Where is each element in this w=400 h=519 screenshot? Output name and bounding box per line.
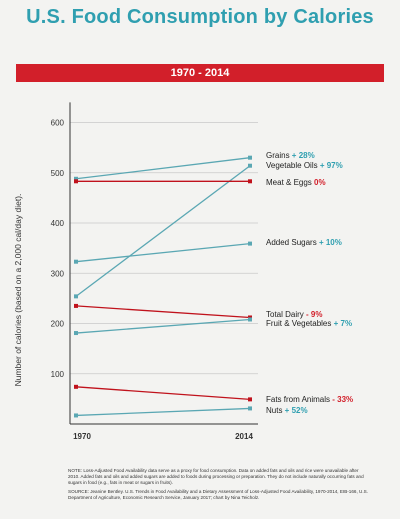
data-point [248, 317, 252, 322]
data-point [74, 303, 78, 308]
series-line [75, 305, 251, 319]
footnotes: NOTE: Loss-Adjusted Food Availability da… [68, 468, 368, 504]
series-name: Fats from Animals [266, 395, 332, 404]
series-name: Meat & Eggs [266, 178, 314, 187]
note-text: NOTE: Loss-Adjusted Food Availability da… [68, 468, 364, 485]
series-label: Meat & Eggs 0% [266, 178, 326, 187]
series-name: Total Dairy [266, 310, 306, 319]
series-line [75, 407, 251, 417]
y-tick-label: 500 [51, 169, 65, 178]
series-label: Vegetable Oils + 97% [266, 161, 343, 170]
data-point [248, 315, 252, 320]
y-tick-label: 200 [51, 320, 65, 329]
series-line [75, 242, 251, 263]
data-point [74, 259, 78, 264]
series-label: Fats from Animals - 33% [266, 395, 353, 404]
series-name: Added Sugars [266, 238, 319, 247]
series-change: 0% [314, 178, 326, 187]
data-point [248, 163, 252, 168]
series-name: Nuts [266, 406, 285, 415]
series-label: Added Sugars + 10% [266, 238, 342, 247]
series-line [75, 386, 251, 401]
series-change: - 9% [306, 310, 322, 319]
series-label: Nuts + 52% [266, 406, 308, 415]
x-tick-label: 2014 [235, 432, 253, 441]
data-point [74, 384, 78, 389]
series-name: Grains [266, 151, 292, 160]
data-point [74, 331, 78, 336]
data-point [74, 294, 78, 299]
series-label: Grains + 28% [266, 151, 315, 160]
data-point [248, 406, 252, 411]
series-change: + 97% [320, 161, 343, 170]
x-tick-label: 1970 [73, 432, 91, 441]
y-tick-label: 600 [51, 119, 65, 128]
series-change: + 28% [292, 151, 315, 160]
series-change: + 7% [334, 319, 352, 328]
data-point [248, 155, 252, 160]
source-text: SOURCE: Jeanine Bentley. U.S. Trends in … [68, 489, 368, 500]
series-change: + 52% [285, 406, 308, 415]
date-range-banner: 1970 - 2014 [16, 64, 384, 82]
data-point [74, 179, 78, 184]
series-label: Total Dairy - 9% [266, 310, 322, 319]
series-name: Fruit & Vegetables [266, 319, 334, 328]
data-point [74, 176, 78, 181]
series-change: + 10% [319, 238, 342, 247]
series-line [75, 165, 251, 297]
series-line [75, 157, 251, 180]
y-tick-label: 300 [51, 269, 65, 278]
series-label: Fruit & Vegetables + 7% [266, 319, 352, 328]
data-point [248, 397, 252, 402]
y-tick-label: 400 [51, 219, 65, 228]
series-name: Vegetable Oils [266, 161, 320, 170]
y-tick-label: 100 [51, 370, 65, 379]
data-point [74, 413, 78, 418]
series-line [75, 318, 251, 334]
series-change: - 33% [332, 395, 353, 404]
chart-title: U.S. Food Consumption by Calories [26, 6, 374, 28]
data-point [248, 179, 252, 184]
data-point [248, 241, 252, 246]
